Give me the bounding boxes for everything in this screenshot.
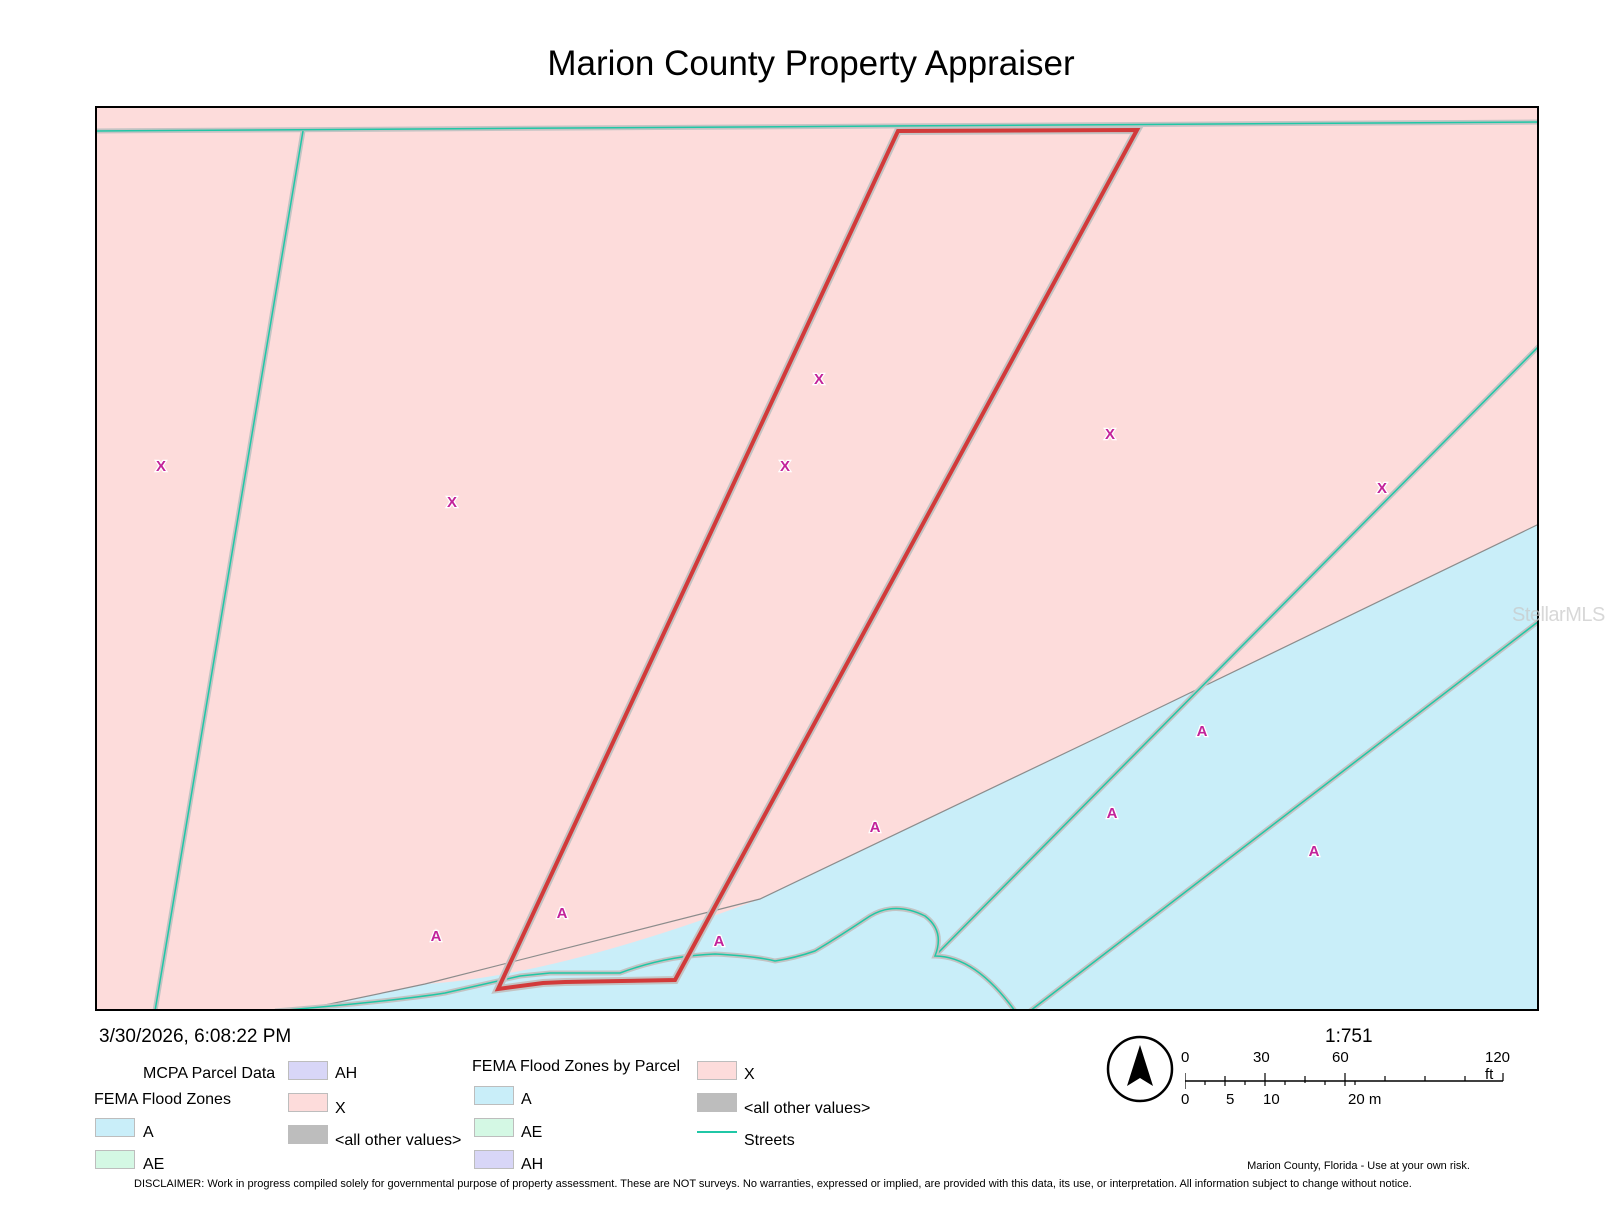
legend-label-other: <all other values> — [335, 1132, 462, 1149]
legend-parcel-label-a: A — [521, 1091, 532, 1108]
legend-streets-label: Streets — [744, 1132, 795, 1149]
legend-swatch-a — [95, 1118, 135, 1137]
legend-parcel-label-other: <all other values> — [744, 1100, 871, 1117]
legend-label-ae: AE — [143, 1156, 165, 1173]
legend-swatch-ah — [288, 1061, 328, 1080]
street-top — [95, 121, 1539, 132]
zone-label-a: A — [1309, 843, 1320, 860]
scale-m-tick-5: 5 — [1226, 1091, 1235, 1108]
scale-ratio: 1:751 — [1325, 1026, 1373, 1047]
zone-label-a: A — [714, 933, 725, 950]
zone-label-x: X — [814, 371, 824, 388]
legend-parcel-label-x: X — [744, 1066, 755, 1083]
legend-parcel-swatch-other — [697, 1093, 737, 1112]
disclaimer: DISCLAIMER: Work in progress compiled so… — [134, 1178, 1412, 1190]
street-bottom — [274, 907, 1016, 1011]
zone-label-x: X — [780, 458, 790, 475]
legend-swatch-x — [288, 1093, 328, 1112]
zone-label-x: X — [1377, 480, 1387, 497]
scale-m-tick-10: 10 — [1263, 1091, 1280, 1108]
scale-m-tick-20: 20 m — [1348, 1091, 1382, 1108]
legend-label-a: A — [143, 1124, 154, 1141]
scale-ft-tick-120: 120 ft — [1485, 1049, 1511, 1083]
legend-parcel-swatch-a — [474, 1086, 514, 1105]
zone-a-area — [295, 524, 1539, 1011]
legend-parcel-swatch-ae — [474, 1118, 514, 1137]
scale-ft-tick-0: 0 — [1181, 1049, 1190, 1066]
zone-label-a: A — [870, 819, 881, 836]
legend-parcel-swatch-x — [697, 1061, 737, 1080]
map-title: Marion County Property Appraiser — [547, 44, 1075, 83]
legend-flood-zones-title: FEMA Flood Zones — [94, 1091, 231, 1108]
legend-streets-swatch — [697, 1131, 737, 1133]
legend-swatch-ae — [95, 1150, 135, 1169]
scale-bar: 0 30 60 120 ft 0 5 10 20 m — [1181, 1049, 1510, 1108]
zone-label-a: A — [557, 905, 568, 922]
legend-label-ah: AH — [335, 1065, 358, 1082]
watermark: StellarMLS — [1512, 604, 1605, 626]
street-right-2 — [1029, 620, 1539, 1011]
legend-swatch-other — [288, 1125, 328, 1144]
scale-bar-ruler — [1185, 1073, 1504, 1089]
street-right-1 — [934, 345, 1539, 957]
scale-ft-tick-30: 30 — [1253, 1049, 1270, 1066]
street-left — [154, 130, 304, 1011]
legend-parcel-label-ae: AE — [521, 1124, 543, 1141]
scale-m-tick-0: 0 — [1181, 1091, 1190, 1108]
legend-parcel-data-title: MCPA Parcel Data — [143, 1065, 276, 1082]
north-arrow-icon — [1106, 1035, 1174, 1103]
legend-by-parcel-title: FEMA Flood Zones by Parcel — [472, 1058, 681, 1075]
print-timestamp: 3/30/2026, 6:08:22 PM — [99, 1026, 292, 1047]
usage-note: Marion County, Florida - Use at your own… — [1247, 1160, 1470, 1172]
legend-parcel-swatch-ah — [474, 1150, 514, 1169]
flood-zone-map[interactable]: X X X X X X A A A A A A A — [95, 106, 1539, 1011]
scale-ft-tick-60: 60 — [1332, 1049, 1349, 1066]
zone-label-a: A — [1107, 805, 1118, 822]
zone-label-x: X — [1105, 426, 1115, 443]
zone-label-x: X — [156, 458, 166, 475]
zone-label-a: A — [1197, 723, 1208, 740]
legend-parcel-label-ah: AH — [521, 1156, 544, 1173]
selected-parcel — [494, 127, 1141, 992]
zone-label-a: A — [431, 928, 442, 945]
legend-label-x: X — [335, 1100, 346, 1117]
zone-label-x: X — [447, 494, 457, 511]
